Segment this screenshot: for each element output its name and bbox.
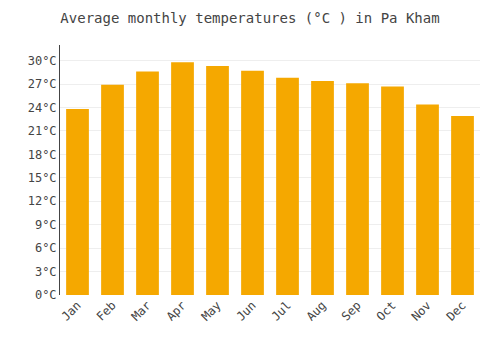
svg-text:30°C: 30°C	[28, 54, 57, 68]
svg-text:Nov: Nov	[409, 298, 434, 323]
svg-text:21°C: 21°C	[28, 124, 57, 138]
svg-text:Dec: Dec	[444, 298, 469, 323]
svg-text:27°C: 27°C	[28, 77, 57, 91]
svg-text:Oct: Oct	[374, 298, 399, 323]
svg-text:0°C: 0°C	[35, 288, 57, 302]
svg-text:24°C: 24°C	[28, 101, 57, 115]
svg-text:Aug: Aug	[304, 298, 329, 323]
svg-text:Jan: Jan	[59, 298, 84, 323]
svg-text:Jul: Jul	[269, 298, 294, 323]
svg-text:3°C: 3°C	[35, 265, 57, 279]
svg-text:Mar: Mar	[129, 298, 154, 323]
svg-text:Sep: Sep	[339, 298, 364, 323]
svg-text:12°C: 12°C	[28, 194, 57, 208]
svg-text:Feb: Feb	[94, 298, 119, 323]
svg-text:Apr: Apr	[164, 298, 189, 323]
svg-text:9°C: 9°C	[35, 218, 57, 232]
svg-text:6°C: 6°C	[35, 241, 57, 255]
svg-text:Jun: Jun	[234, 298, 259, 323]
svg-text:15°C: 15°C	[28, 171, 57, 185]
svg-text:May: May	[199, 298, 224, 323]
svg-text:Average monthly temperatures (: Average monthly temperatures (°C ) in Pa…	[60, 10, 439, 26]
svg-text:18°C: 18°C	[28, 148, 57, 162]
